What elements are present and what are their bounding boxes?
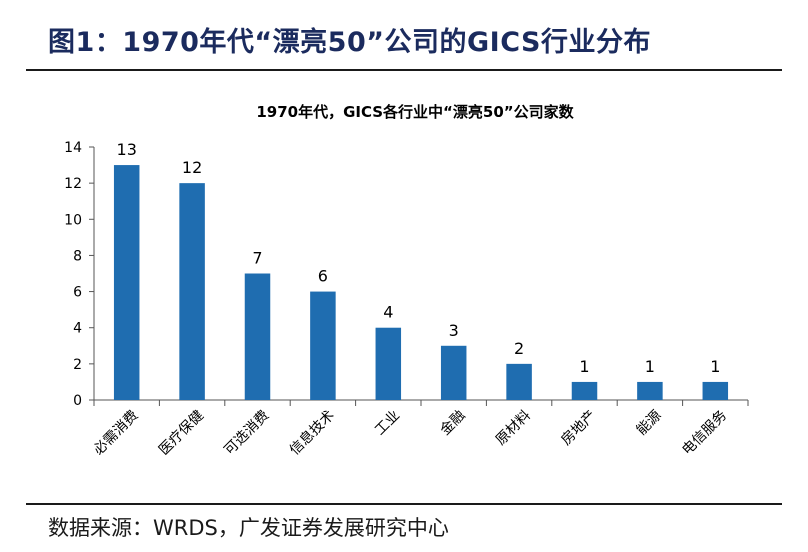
- bar: [375, 327, 402, 400]
- y-axis: 0 2 4 6 8 10 12 14: [64, 140, 95, 409]
- data-label: 13: [117, 140, 137, 159]
- data-label: 1: [645, 357, 655, 376]
- category-label: 金融: [437, 408, 468, 439]
- category-label: 工业: [372, 408, 403, 439]
- bar: [113, 165, 140, 400]
- data-label: 12: [182, 158, 202, 177]
- bar: [702, 381, 729, 400]
- y-tick-label: 8: [73, 248, 82, 264]
- bar: [440, 345, 467, 400]
- category-label: 原材料: [493, 408, 534, 449]
- data-label: 7: [252, 249, 262, 268]
- y-tick-label: 14: [64, 140, 82, 156]
- y-tick-label: 2: [73, 357, 82, 373]
- category-label: 可选消费: [221, 408, 272, 459]
- data-label: 1: [579, 357, 589, 376]
- chart-title: 1970年代，GICS各行业中“漂亮50”公司家数: [256, 103, 574, 121]
- bar: [506, 363, 532, 400]
- data-label: 4: [383, 303, 393, 322]
- x-axis: [93, 399, 749, 406]
- bar: [179, 183, 205, 400]
- figure-title: 图1：1970年代“漂亮50”公司的GICS行业分布: [48, 27, 651, 58]
- data-label: 6: [318, 267, 328, 286]
- data-label: 1: [710, 357, 720, 376]
- bars: [113, 165, 729, 400]
- category-label: 电信服务: [679, 408, 730, 459]
- top-rule: [26, 69, 782, 71]
- bar: [244, 273, 271, 400]
- y-tick-label: 12: [64, 176, 82, 192]
- data-label: 3: [449, 321, 459, 340]
- bar: [637, 381, 663, 400]
- y-tick-label: 0: [73, 393, 82, 409]
- category-label: 信息技术: [286, 407, 338, 459]
- bar: [310, 291, 336, 400]
- data-labels: 13 12 7 6 4 3 2 1 1 1: [117, 140, 721, 376]
- category-label: 房地产: [558, 408, 599, 449]
- y-tick-label: 4: [73, 321, 82, 337]
- y-tick-label: 6: [73, 285, 82, 301]
- category-labels: 必需消费 医疗保健 可选消费 信息技术 工业 金融 原材料 房地产 能源 电信服务: [91, 407, 731, 459]
- category-label: 医疗保健: [156, 408, 207, 459]
- source-note: 数据来源：WRDS，广发证券发展研究中心: [48, 516, 449, 540]
- data-label: 2: [514, 339, 524, 358]
- category-label: 必需消费: [91, 408, 142, 459]
- category-label: 能源: [634, 408, 665, 439]
- bar: [571, 381, 598, 400]
- bottom-rule: [26, 503, 782, 505]
- y-tick-label: 10: [64, 212, 82, 228]
